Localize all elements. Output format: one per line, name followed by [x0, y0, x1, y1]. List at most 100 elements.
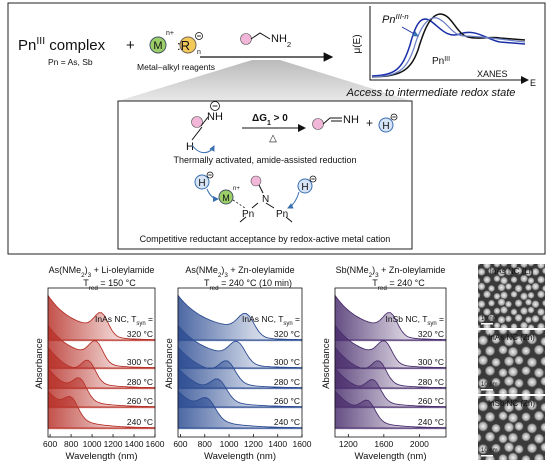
plot-frame	[177, 287, 303, 438]
temperature-label: 260 °C	[418, 396, 444, 406]
particle	[478, 314, 486, 323]
particle	[491, 377, 501, 388]
particle	[482, 275, 492, 284]
hydride: H	[198, 178, 205, 189]
text-segment: = 150 °C	[98, 278, 136, 288]
text-segment: III	[36, 35, 45, 47]
x-tick-label: 600	[43, 439, 57, 449]
spectrum-backing	[335, 340, 446, 342]
amine: NH2	[271, 33, 291, 49]
x-axis-label: Wavelength (nm)	[204, 451, 276, 462]
panel-title: As(NMe2)3 + Li-oleylamide	[49, 265, 155, 279]
particle	[536, 275, 545, 284]
particle	[500, 264, 508, 268]
text-segment: Sb(NMe	[336, 265, 369, 275]
text-segment: Pn	[18, 37, 36, 54]
particle	[527, 291, 535, 299]
particle	[544, 369, 545, 375]
spectrum-backing	[335, 368, 446, 370]
temperature-label: 260 °C	[127, 396, 153, 406]
particle	[533, 344, 545, 356]
spectrum	[177, 294, 303, 341]
text-segment: =	[293, 314, 300, 324]
x-tick-label: 1600	[146, 439, 165, 449]
nitrogen: N	[262, 194, 269, 205]
particle	[493, 322, 501, 328]
xanes-axis: E	[530, 78, 536, 88]
particle	[514, 378, 524, 389]
x-tick-label: 1400	[125, 439, 144, 449]
particle	[503, 441, 515, 453]
particle	[536, 307, 545, 317]
x-tick-label: 1200	[244, 439, 263, 449]
hydride: H	[301, 182, 308, 193]
particle	[478, 386, 482, 394]
particle	[478, 443, 489, 455]
particle	[531, 267, 540, 276]
particle	[540, 422, 545, 433]
particle	[478, 291, 481, 299]
temperature-label: 300 °C	[418, 357, 444, 367]
particle	[510, 290, 518, 298]
particle	[514, 266, 523, 275]
plus: +	[126, 37, 135, 54]
particle	[526, 442, 538, 454]
xanes-curve	[371, 13, 526, 78]
text-segment: 3	[88, 272, 92, 279]
particle	[536, 322, 545, 328]
x-axis-label: Wavelength (nm)	[355, 451, 427, 462]
text-segment: )	[85, 265, 88, 275]
particle	[514, 335, 524, 346]
pn-right: Pn	[276, 209, 288, 220]
particle	[514, 444, 524, 455]
particle	[478, 377, 489, 389]
particle	[526, 423, 538, 434]
temperature-label: 260 °C	[274, 396, 300, 406]
bond	[250, 32, 271, 40]
particle	[503, 356, 515, 367]
text-segment: + Zn-oleylamide	[379, 265, 446, 275]
particle	[533, 330, 545, 336]
spectrum-backing	[48, 388, 155, 390]
metal-charge: n+	[166, 30, 174, 37]
spectrum	[334, 323, 447, 369]
particle	[484, 396, 496, 403]
text-segment: =	[146, 314, 153, 324]
temperature-label: 280 °C	[127, 377, 153, 387]
text-segment: 2	[218, 272, 222, 279]
text-segment: = 240 °C (10 min)	[219, 278, 292, 288]
particle	[478, 264, 481, 267]
particle	[507, 432, 519, 444]
particle	[498, 330, 508, 335]
particle	[544, 330, 545, 332]
particle	[536, 290, 545, 299]
particle	[493, 275, 501, 283]
particle	[527, 306, 535, 314]
particle	[491, 357, 501, 368]
particle	[544, 415, 545, 421]
particle	[499, 291, 509, 300]
particle	[498, 396, 508, 401]
y-axis-label: Absorbance	[34, 338, 45, 389]
energy: ΔG1 > 0	[252, 113, 288, 127]
particle	[527, 264, 535, 267]
mechanism-frame	[117, 100, 413, 250]
temperature-label: 300 °C	[274, 357, 300, 367]
particle	[533, 396, 545, 402]
step1-caption: Thermally activated, amide-assisted redu…	[173, 155, 356, 165]
text-segment: Pn	[432, 56, 444, 67]
panel-title: Sb(NMe2)3 + Zn-oleylamide	[336, 265, 446, 279]
particle	[478, 306, 481, 314]
particle	[482, 307, 492, 317]
particle	[497, 315, 506, 324]
particle	[544, 349, 545, 355]
particle	[521, 346, 531, 356]
text-segment: 3	[224, 272, 228, 279]
bond	[322, 117, 342, 125]
particle	[478, 355, 489, 366]
particle	[507, 346, 519, 358]
particle	[519, 274, 529, 283]
metal	[149, 36, 167, 54]
spectrum-backing	[178, 340, 302, 342]
particle	[498, 433, 508, 444]
